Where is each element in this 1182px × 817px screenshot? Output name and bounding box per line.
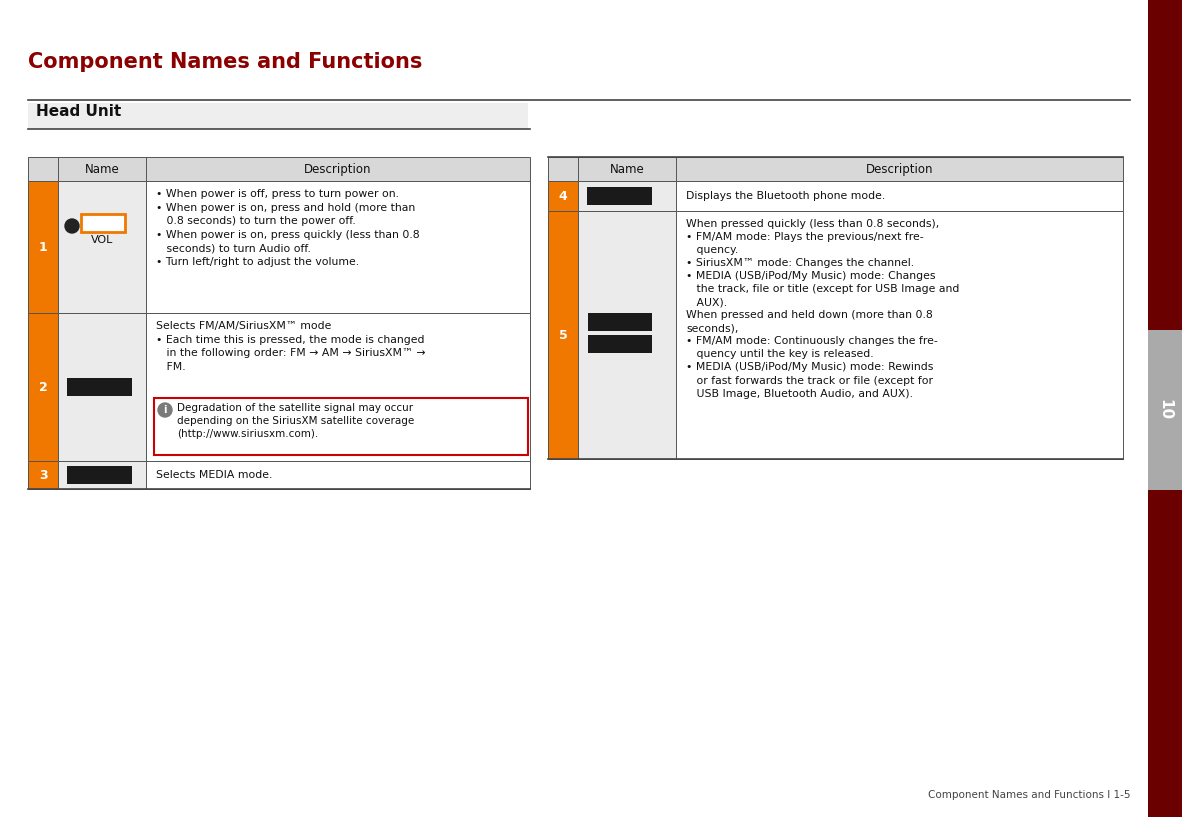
Bar (587, 335, 652, 353)
Bar (1148, 490, 1182, 817)
Bar (82, 214, 125, 232)
Text: i: i (163, 405, 167, 415)
Text: VOL: VOL (91, 235, 113, 245)
Bar (28, 157, 530, 181)
Text: Name: Name (610, 163, 644, 176)
Bar (28, 181, 530, 313)
Text: Selects FM/AM/SiriusXM™ mode
• Each time this is pressed, the mode is changed
  : Selects FM/AM/SiriusXM™ mode • Each time… (156, 321, 426, 372)
Text: 5: 5 (559, 328, 567, 342)
Bar (548, 181, 578, 211)
Text: ⌄ SEEK: ⌄ SEEK (600, 317, 639, 327)
Bar (548, 181, 1123, 211)
Text: 4: 4 (559, 190, 567, 203)
Bar (67, 378, 132, 396)
Text: Head Unit: Head Unit (35, 104, 122, 119)
Text: RADIO: RADIO (82, 382, 117, 392)
Bar (548, 211, 578, 459)
Text: Displays the Bluetooth phone mode.: Displays the Bluetooth phone mode. (686, 191, 885, 201)
Bar (587, 187, 652, 205)
Bar (1148, 0, 1182, 330)
Bar (548, 211, 1123, 459)
Bar (578, 211, 676, 459)
Bar (58, 181, 147, 313)
Text: When pressed quickly (less than 0.8 seconds),
• FM/AM mode: Plays the previous/n: When pressed quickly (less than 0.8 seco… (686, 219, 960, 399)
Text: PHONE: PHONE (600, 191, 638, 201)
Circle shape (158, 403, 173, 417)
Text: 1: 1 (39, 240, 47, 253)
Text: Description: Description (304, 163, 372, 176)
Bar (1148, 330, 1182, 490)
Text: • When power is off, press to turn power on.
• When power is on, press and hold : • When power is off, press to turn power… (156, 189, 420, 267)
Text: 3: 3 (39, 468, 47, 481)
Bar (578, 181, 676, 211)
Text: Component Names and Functions I 1-5: Component Names and Functions I 1-5 (928, 790, 1130, 800)
Bar (28, 103, 528, 129)
Bar (28, 313, 58, 461)
Text: 10: 10 (1157, 400, 1173, 421)
Text: Description: Description (865, 163, 934, 176)
Bar (58, 461, 147, 489)
Bar (58, 313, 147, 461)
Text: Component Names and Functions: Component Names and Functions (28, 52, 422, 72)
Text: Degradation of the satellite signal may occur
depending on the SiriusXM satellit: Degradation of the satellite signal may … (177, 403, 414, 440)
Text: MEDIA: MEDIA (82, 470, 117, 480)
Text: TRACK ⌃: TRACK ⌃ (596, 339, 644, 349)
Bar (587, 313, 652, 331)
Bar (28, 461, 530, 489)
Bar (28, 181, 58, 313)
Bar (154, 398, 528, 455)
Text: PWR/: PWR/ (90, 218, 116, 227)
Text: Selects MEDIA mode.: Selects MEDIA mode. (156, 470, 272, 480)
Circle shape (65, 219, 79, 233)
Bar (28, 313, 530, 461)
Bar (28, 461, 58, 489)
Text: Name: Name (85, 163, 119, 176)
Bar (67, 466, 132, 484)
Bar (548, 157, 1123, 181)
Text: 2: 2 (39, 381, 47, 394)
